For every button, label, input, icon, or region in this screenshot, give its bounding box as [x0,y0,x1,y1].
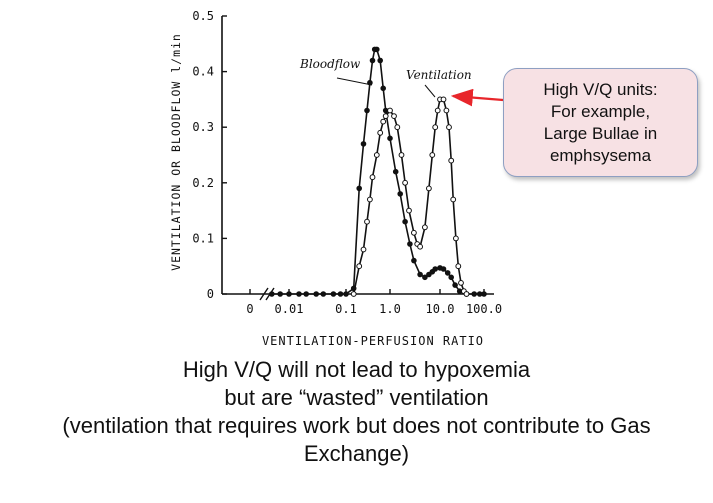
bloodflow-point [303,291,310,297]
ventilation-point [398,152,405,158]
bloodflow-point [356,185,363,192]
ventilation-point [364,218,370,225]
bloodflow-point [471,291,478,297]
bloodflow-point [411,257,417,264]
bloodflow-point [337,291,344,297]
bloodflow-point [444,270,451,276]
ventilation-point [382,113,389,119]
ventilation-point [373,152,380,158]
bloodflow-point [448,274,455,281]
ventilation-label: Ventilation [406,68,472,82]
ventilation-point [440,96,447,103]
slide-caption: High V/Q will not lead to hypoxemia but … [0,356,713,468]
bloodflow-point [320,291,327,297]
bloodflow-point [369,57,376,64]
y-axis-label: VENTILATION OR BLOODFLOW l/min [169,33,183,271]
y-tick-label: 0.2 [192,176,214,190]
ventilation-point [406,207,412,214]
ventilation-point [434,107,441,114]
ventilation-point [387,107,393,114]
caption-line: High V/Q will not lead to hypoxemia [182,357,531,382]
x-tick-label: 100.0 [466,302,502,316]
bloodflow-point [330,291,337,297]
x-tick-label: 10.0 [426,302,455,316]
caption-line: Exchange) [303,441,410,466]
bloodflow-pointer [336,77,373,86]
ventilation-point [394,124,401,131]
ventilation-point [422,224,428,231]
bloodflow-point [417,271,423,278]
callout-line: High V/Q units: [543,79,658,99]
ventilation-point [402,179,409,186]
bloodflow-point [440,266,447,272]
caption-line: but are “wasted” ventilation [224,385,489,410]
y-tick-label: 0.3 [192,120,214,134]
bloodflow-point [296,291,302,297]
bloodflow-point [481,291,487,297]
y-tick-label: 0 [207,287,214,301]
bloodflow-point [432,266,439,272]
ventilation-point [426,185,432,192]
bloodflow-point [377,57,384,64]
callout-arrow [450,88,504,107]
bloodflow-point [422,274,428,281]
y-tick-label: 0.5 [192,9,214,23]
ventilation-point [411,229,417,236]
bloodflow-point [343,291,349,297]
ventilation-point [356,263,363,270]
ventilation-point [367,196,373,203]
ventilation-point [380,118,387,125]
bloodflow-point [364,107,370,114]
bloodflow-point [286,291,292,297]
ventilation-point [417,243,424,250]
ventilation-point [350,291,357,297]
bloodflow-point [387,135,393,142]
ventilation-pointer [424,84,436,98]
bloodflow-point [402,218,408,225]
bloodflow-point [313,291,320,297]
y-tick-label: 0.1 [192,231,214,245]
callout-line: emphsysema [549,145,652,165]
ventilation-point [448,157,455,164]
x-tick-label: 0.01 [275,302,304,316]
ventilation-point [446,124,452,131]
ventilation-point [455,263,462,270]
x-tick-label: 0.1 [335,302,357,316]
ventilation-point [391,113,397,119]
ventilation-point [429,152,436,158]
bloodflow-point [407,241,413,247]
bloodflow-point [269,291,275,297]
bloodflow-point [380,85,387,92]
high-vq-callout: High V/Q units: For example, Large Bulla… [503,68,698,177]
callout-line: For example, [550,101,651,121]
bloodflow-point [350,285,357,292]
ventilation-point [450,196,457,203]
ventilation-point [443,107,450,114]
ventilation-point [369,174,376,181]
axis-break-mark [259,287,269,301]
ventilation-point [458,280,464,286]
x-tick-label: 1.0 [379,302,401,316]
caption-line: (ventilation that requires work but does… [62,413,651,438]
y-tick-label: 0.4 [192,65,214,79]
bloodflow-point [360,141,367,147]
bloodflow-point [392,168,399,175]
ventilation-point [360,246,367,253]
ventilation-point [377,129,384,136]
ventilation-point [463,291,470,297]
bloodflow-point [397,191,404,197]
bloodflow-label: Bloodflow [299,57,361,71]
bloodflow-point [452,282,458,288]
x-axis-label: VENTILATION-PERFUSION RATIO [262,334,484,348]
x-tick-label: 0 [246,302,253,316]
bloodflow-point [277,291,284,297]
callout-line: Large Bullae in [543,123,658,143]
ventilation-point [453,235,459,242]
bloodflow-point [374,46,380,53]
ventilation-point [432,124,439,131]
